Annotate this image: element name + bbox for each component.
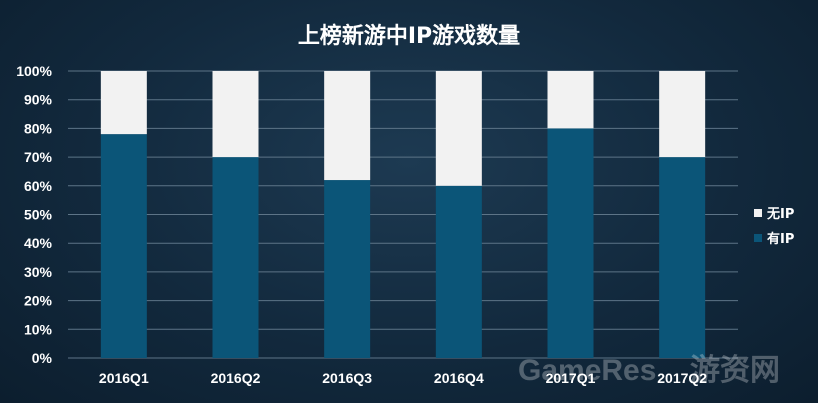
y-tick-label: 40% [24,235,53,251]
y-tick-label: 100% [16,63,52,79]
x-axis-labels: 2016Q1 2016Q2 2016Q3 2016Q4 2017Q1 2017Q2 [99,370,707,386]
y-tick-label: 20% [24,293,53,309]
watermark-cn: 游资网 [690,353,780,388]
x-tick-label: 2016Q4 [434,370,484,386]
x-tick-label: 2016Q1 [99,370,149,386]
legend-label: 无IP [766,207,794,222]
bar-segment [324,180,371,358]
y-tick-label: 30% [24,264,53,280]
legend-label: 有IP [767,231,794,247]
y-tick-label: 70% [24,149,53,165]
y-tick-label: 50% [24,207,53,223]
bar-segment [659,157,706,358]
bar-segment [100,134,147,358]
x-tick-label: 2017Q1 [546,370,596,386]
y-tick-label: 80% [24,120,53,136]
legend: 无IP 有IP [754,207,794,247]
bar-segment [547,71,594,129]
bar-segment [212,157,259,358]
y-tick-label: 10% [24,321,53,337]
bar-segment [212,71,259,158]
bar-segment [100,71,147,135]
x-tick-label: 2016Q3 [322,370,372,386]
x-tick-label: 2017Q2 [657,370,707,386]
y-tick-label: 90% [24,92,53,108]
y-axis-ticks: 0% 10% 20% 30% 40% 50% 60% 70% 80% 90% 100% [16,63,52,366]
watermark-text: GameRes [518,354,656,387]
y-tick-label: 0% [32,350,53,366]
chart-title: 上榜新游中IP游戏数量 [298,23,520,49]
bar-segment [435,185,482,358]
bar-segment [547,128,594,358]
legend-swatch [754,234,762,242]
x-tick-label: 2016Q2 [211,370,261,386]
gridlines [68,70,738,359]
y-tick-label: 60% [24,178,53,194]
legend-swatch [754,209,762,217]
bar-segment [324,71,371,181]
watermark: GameRes 游资网 [518,353,780,388]
bar-segment [435,71,482,186]
bars [100,71,706,358]
bar-segment [659,71,706,158]
